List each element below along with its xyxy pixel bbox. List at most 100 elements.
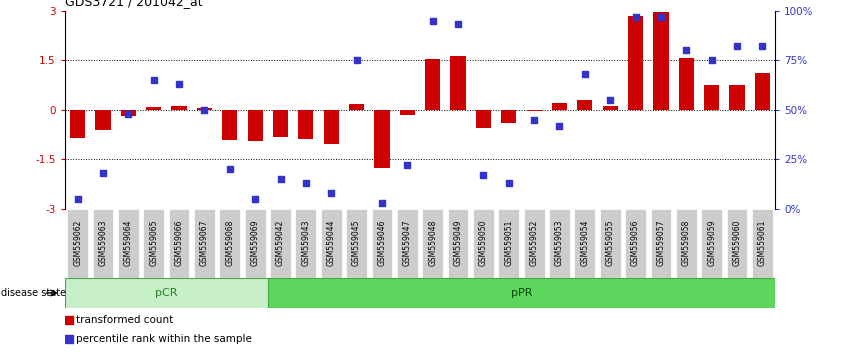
Bar [223, 110, 237, 140]
Point [274, 176, 288, 182]
Bar [349, 104, 365, 110]
Bar [194, 209, 215, 278]
Bar [650, 209, 671, 278]
Bar [248, 110, 262, 141]
Bar [70, 110, 85, 138]
Point [476, 172, 490, 178]
Point [679, 47, 693, 53]
Point [604, 97, 617, 103]
Point [324, 190, 338, 196]
Bar [143, 209, 165, 278]
Text: GSM559065: GSM559065 [149, 219, 158, 266]
Point [654, 14, 668, 19]
Bar [552, 103, 567, 110]
Bar [752, 209, 772, 278]
Bar [423, 209, 443, 278]
Bar [501, 110, 516, 123]
Point [61, 336, 75, 341]
Text: pCR: pCR [155, 288, 178, 298]
Bar [219, 209, 240, 278]
Point [121, 111, 135, 116]
Point [426, 18, 440, 23]
Bar [197, 108, 212, 110]
Text: GSM559060: GSM559060 [733, 219, 741, 266]
Point [375, 200, 389, 206]
Bar [498, 209, 520, 278]
Bar [324, 110, 339, 144]
Bar [93, 209, 113, 278]
Point [451, 22, 465, 27]
Text: GSM559063: GSM559063 [99, 219, 107, 266]
Point [350, 57, 364, 63]
Text: GSM559050: GSM559050 [479, 219, 488, 266]
Bar [268, 278, 775, 308]
Point [71, 196, 85, 202]
Text: GSM559056: GSM559056 [631, 219, 640, 266]
Text: disease state: disease state [1, 288, 66, 298]
Bar [346, 209, 367, 278]
Bar [171, 106, 187, 110]
Bar [475, 110, 491, 128]
Bar [450, 56, 466, 110]
Text: GSM559061: GSM559061 [758, 219, 767, 266]
Bar [600, 209, 621, 278]
Bar [628, 16, 643, 110]
Bar [679, 58, 694, 110]
Bar [68, 209, 88, 278]
Text: GSM559058: GSM559058 [682, 219, 691, 266]
Point [96, 170, 110, 176]
Point [730, 44, 744, 49]
Text: GSM559062: GSM559062 [73, 219, 82, 266]
Bar [653, 12, 669, 110]
Bar [120, 110, 136, 116]
Text: GSM559042: GSM559042 [276, 219, 285, 266]
Text: percentile rank within the sample: percentile rank within the sample [75, 333, 251, 344]
Bar [527, 110, 542, 112]
Bar [425, 58, 440, 110]
Bar [448, 209, 469, 278]
Text: GSM559068: GSM559068 [225, 219, 235, 266]
Point [501, 180, 515, 186]
Point [400, 162, 414, 168]
Bar [65, 278, 268, 308]
Bar [625, 209, 646, 278]
Point [629, 14, 643, 19]
Bar [400, 110, 415, 115]
Bar [574, 209, 595, 278]
Bar [397, 209, 417, 278]
Point [755, 44, 769, 49]
Text: GDS3721 / 201042_at: GDS3721 / 201042_at [65, 0, 203, 8]
Text: transformed count: transformed count [75, 315, 173, 325]
Text: GSM559057: GSM559057 [656, 219, 665, 266]
Text: GSM559064: GSM559064 [124, 219, 132, 266]
Point [197, 107, 211, 113]
Bar [603, 106, 617, 110]
Bar [270, 209, 291, 278]
Text: pPR: pPR [511, 288, 533, 298]
Bar [298, 110, 313, 139]
Point [223, 166, 236, 172]
Bar [146, 107, 161, 110]
Bar [374, 110, 390, 167]
Bar [578, 100, 592, 110]
Bar [701, 209, 722, 278]
Bar [675, 209, 697, 278]
Bar [549, 209, 570, 278]
Point [61, 317, 75, 323]
Text: GSM559043: GSM559043 [301, 219, 310, 266]
Text: GSM559053: GSM559053 [555, 219, 564, 266]
Bar [273, 110, 288, 137]
Text: GSM559044: GSM559044 [326, 219, 336, 266]
Text: GSM559051: GSM559051 [504, 219, 514, 266]
Text: GSM559052: GSM559052 [530, 219, 539, 266]
Bar [95, 110, 111, 130]
Text: GSM559067: GSM559067 [200, 219, 209, 266]
Bar [320, 209, 342, 278]
Bar [727, 209, 747, 278]
Bar [169, 209, 190, 278]
Point [299, 180, 313, 186]
Bar [755, 73, 770, 110]
Bar [473, 209, 494, 278]
Bar [295, 209, 316, 278]
Text: GSM559069: GSM559069 [250, 219, 260, 266]
